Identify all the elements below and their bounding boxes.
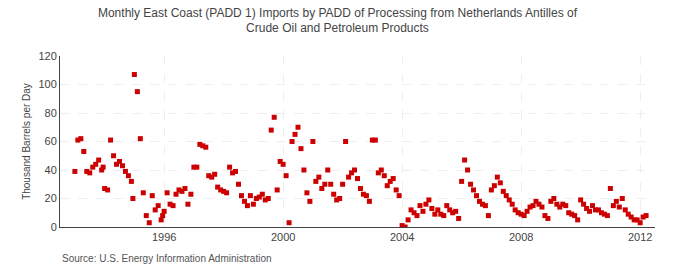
svg-text:2004: 2004: [390, 231, 414, 243]
svg-text:Source: U.S. Energy Informatio: Source: U.S. Energy Information Administ…: [62, 253, 272, 264]
svg-text:80: 80: [45, 107, 57, 119]
svg-text:2000: 2000: [271, 231, 295, 243]
svg-text:Thousand Barrels per Day: Thousand Barrels per Day: [21, 83, 32, 200]
svg-text:1996: 1996: [152, 231, 176, 243]
svg-text:20: 20: [45, 192, 57, 204]
svg-text:120: 120: [38, 50, 56, 62]
svg-text:0: 0: [51, 221, 57, 233]
svg-text:2012: 2012: [628, 231, 652, 243]
svg-text:2008: 2008: [509, 231, 533, 243]
svg-text:100: 100: [38, 78, 56, 90]
svg-text:40: 40: [45, 164, 57, 176]
svg-text:Monthly East Coast (PADD 1) Im: Monthly East Coast (PADD 1) Imports by P…: [98, 6, 578, 36]
svg-text:60: 60: [45, 135, 57, 147]
